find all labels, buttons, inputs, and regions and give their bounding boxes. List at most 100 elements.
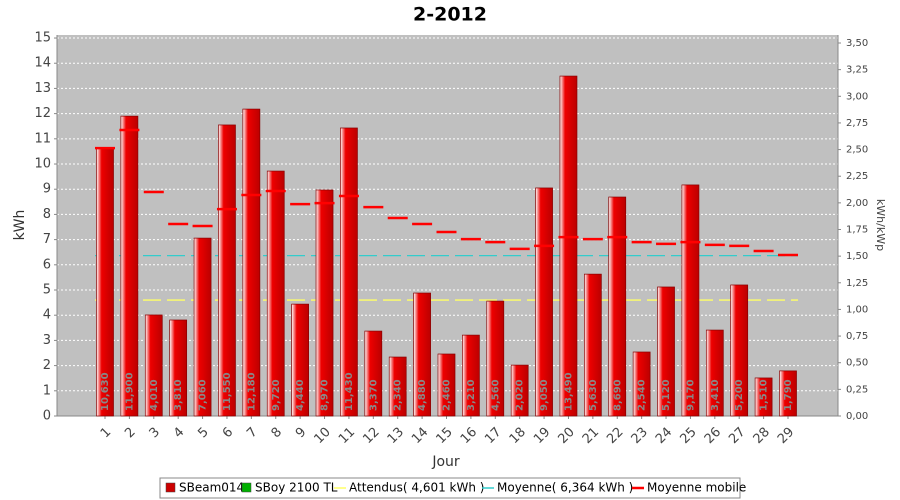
y2-tick-label: 2,25 [846,171,868,182]
bar [266,170,285,417]
y2-tick-label: 0,25 [846,384,868,395]
x-tick-label: 3 [147,425,163,441]
bar [754,377,773,417]
bar-value-label: 10,630 [100,372,111,411]
bar [364,330,383,417]
y2-tick-label: 1,00 [846,304,868,315]
x-tick-label: 12 [360,425,382,447]
y2-tick-label: 0,00 [846,411,868,422]
x-tick-label: 25 [677,425,699,447]
bar [340,127,358,417]
bar-value-label: 8,970 [320,379,331,411]
bar [120,115,139,417]
legend-label: Attendus( 4,601 kWh ) [349,481,484,495]
x-tick-label: 27 [726,425,748,447]
bar [462,334,480,417]
bar-value-label: 11,900 [124,372,135,411]
bar-value-label: 3,410 [710,379,721,411]
legend-swatch [241,482,252,493]
bar [632,351,651,417]
x-tick-label: 19 [531,425,553,447]
x-tick-label: 17 [482,425,504,447]
bar-value-label: 3,810 [173,379,184,411]
x-tick-label: 9 [293,425,309,441]
y-tick-label: 6 [43,257,51,272]
bar [413,292,431,417]
y-tick-label: 7 [43,232,51,247]
bar [437,353,456,417]
x-tick-label: 13 [385,425,407,447]
y2-tick-label: 1,75 [846,224,868,235]
bar [193,237,212,417]
y2-tick-label: 2,00 [846,198,868,209]
legend-label: SBoy 2100 TL [255,481,338,495]
bar-value-label: 4,560 [490,379,501,411]
bar-value-label: 2,340 [393,379,404,411]
y-tick-label: 13 [34,81,51,96]
legend-swatch [165,482,176,493]
x-tick-label: 8 [269,425,285,441]
y-tick-label: 8 [43,207,51,222]
x-tick-label: 7 [244,425,260,441]
bar-value-label: 13,490 [563,372,574,411]
x-tick-label: 10 [312,425,334,447]
x-tick-label: 11 [336,425,358,447]
bar-value-label: 3,370 [368,379,379,411]
bar-value-label: 2,020 [515,379,526,411]
x-tick-label: 26 [702,425,724,447]
y2-tick-label: 2,50 [846,145,868,156]
y-tick-label: 3 [43,333,51,348]
y2-tick-label: 0,75 [846,331,868,342]
bar [315,189,334,417]
x-tick-label: 28 [751,425,773,447]
y-tick-label: 5 [43,283,51,298]
y2-tick-label: 1,25 [846,278,868,289]
bar-value-label: 9,050 [539,379,550,411]
bar [242,108,261,417]
bar-value-label: 12,180 [246,372,257,411]
legend [159,477,741,499]
x-axis-label: Jour [431,454,460,470]
bar-value-label: 9,170 [685,379,696,411]
bar [730,284,749,417]
bar-value-label: 2,460 [442,379,453,411]
y2-tick-label: 1,50 [846,251,868,262]
bar-value-label: 3,210 [466,379,477,411]
legend-label: Moyenne mobile [647,481,746,495]
bar [608,196,627,417]
chart-title: 2-2012 [413,4,487,26]
x-tick-label: 18 [507,425,529,447]
y2-axis-label: kWh/kWp [874,199,887,251]
bar-value-label: 5,120 [661,379,672,411]
bar [584,273,602,417]
bar [218,124,236,417]
x-tick-label: 6 [220,425,236,441]
x-tick-label: 15 [433,425,455,447]
y-axis-label: kWh [12,210,28,241]
y-tick-label: 14 [34,56,51,71]
bar [705,329,724,417]
y-tick-label: 2 [43,358,51,373]
x-tick-label: 22 [604,425,626,447]
bar-value-label: 4,010 [149,379,160,411]
y-tick-label: 1 [43,383,51,398]
y-tick-label: 0 [43,409,51,424]
bar-value-label: 7,060 [198,379,209,411]
y-tick-label: 11 [34,131,51,146]
x-tick-label: 16 [458,425,480,447]
bar-value-label: 4,880 [417,379,428,411]
y-tick-label: 15 [34,31,51,46]
y2-tick-label: 2,75 [846,118,868,129]
x-tick-label: 20 [555,425,577,447]
y-tick-label: 12 [34,106,51,121]
bar-value-label: 8,690 [612,379,623,411]
x-tick-label: 1 [98,425,114,441]
bar [388,356,407,417]
bar-value-label: 5,200 [734,379,745,411]
x-tick-label: 4 [171,425,187,441]
bar-value-label: 1,790 [783,379,794,411]
legend-label: SBeam014 [179,481,244,495]
x-tick-label: 2 [122,425,138,441]
y-tick-label: 10 [34,157,51,172]
